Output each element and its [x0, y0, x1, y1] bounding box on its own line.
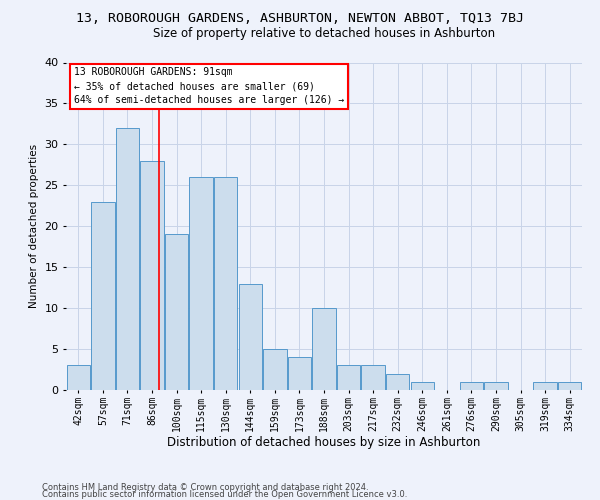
Bar [140, 161, 164, 390]
Bar [313, 308, 335, 390]
Bar [410, 382, 434, 390]
Bar [288, 357, 311, 390]
Title: Size of property relative to detached houses in Ashburton: Size of property relative to detached ho… [153, 28, 495, 40]
Bar [67, 366, 90, 390]
Bar [533, 382, 557, 390]
X-axis label: Distribution of detached houses by size in Ashburton: Distribution of detached houses by size … [167, 436, 481, 450]
Bar [361, 366, 385, 390]
Bar [460, 382, 483, 390]
Bar [91, 202, 115, 390]
Bar [386, 374, 409, 390]
Text: Contains public sector information licensed under the Open Government Licence v3: Contains public sector information licen… [42, 490, 407, 499]
Bar [214, 177, 238, 390]
Bar [190, 177, 213, 390]
Bar [116, 128, 139, 390]
Text: 13 ROBOROUGH GARDENS: 91sqm
← 35% of detached houses are smaller (69)
64% of sem: 13 ROBOROUGH GARDENS: 91sqm ← 35% of det… [74, 68, 344, 106]
Text: Contains HM Land Registry data © Crown copyright and database right 2024.: Contains HM Land Registry data © Crown c… [42, 484, 368, 492]
Bar [558, 382, 581, 390]
Bar [337, 366, 360, 390]
Bar [165, 234, 188, 390]
Bar [484, 382, 508, 390]
Y-axis label: Number of detached properties: Number of detached properties [29, 144, 38, 308]
Bar [239, 284, 262, 390]
Text: 13, ROBOROUGH GARDENS, ASHBURTON, NEWTON ABBOT, TQ13 7BJ: 13, ROBOROUGH GARDENS, ASHBURTON, NEWTON… [76, 12, 524, 26]
Bar [263, 349, 287, 390]
